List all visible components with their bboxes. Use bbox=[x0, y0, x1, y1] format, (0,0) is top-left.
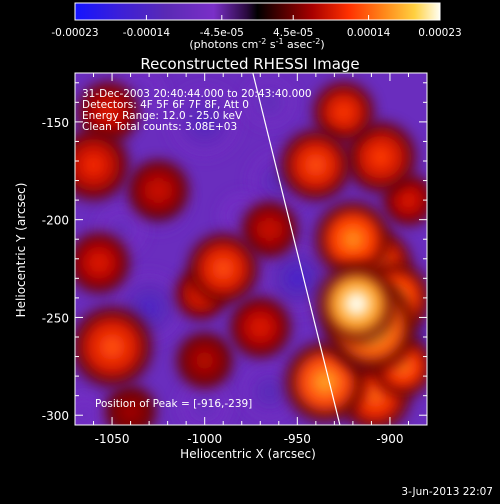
intensity-blob bbox=[239, 361, 300, 422]
footer-timestamp: 3-Jun-2013 22:07 bbox=[401, 486, 493, 498]
info-line-counts: Clean Total counts: 3.08E+03 bbox=[82, 121, 237, 133]
y-tick-label: -300 bbox=[42, 409, 69, 423]
blob-core bbox=[211, 256, 235, 281]
blob-core bbox=[261, 93, 278, 111]
colorbar-tick-label: -4.5e-05 bbox=[200, 27, 244, 39]
intensity-blob bbox=[105, 386, 156, 425]
info-line-time: 31-Dec-2003 20:40:44.000 to 20:43:40.000 bbox=[82, 88, 312, 100]
x-axis-label: Heliocentric X (arcsec) bbox=[180, 447, 316, 461]
colorbar-tick-label: 0.00014 bbox=[347, 27, 391, 39]
intensity-blob bbox=[262, 243, 333, 314]
intensity-blob bbox=[177, 377, 233, 425]
blob-core bbox=[400, 191, 417, 209]
x-tick-label: -950 bbox=[284, 432, 311, 446]
blob-core bbox=[285, 266, 309, 291]
blob-core bbox=[89, 252, 110, 273]
blob-core bbox=[250, 317, 271, 338]
blob-core bbox=[75, 406, 93, 424]
peak-position-text: Position of Peak = [-916,-239] bbox=[95, 398, 252, 410]
intensity-blob bbox=[177, 332, 233, 388]
blob-core bbox=[369, 145, 393, 169]
colorbar-ticks: -0.00023 -0.00014 -4.5e-05 4.5e-05 0.00014 0.… bbox=[51, 15, 462, 39]
colorbar-tick-label: -0.00014 bbox=[123, 27, 171, 39]
intensity-blob bbox=[280, 129, 351, 200]
y-tick-label: -250 bbox=[42, 311, 69, 325]
solar-limb-line bbox=[252, 73, 341, 425]
x-tick-label: -1000 bbox=[187, 432, 222, 446]
intensity-blob bbox=[230, 297, 291, 358]
intensity-blob bbox=[244, 77, 295, 128]
colorbar-tick-label: -0.00023 bbox=[51, 27, 98, 39]
intensity-blob bbox=[128, 160, 189, 221]
blob-core bbox=[195, 396, 214, 415]
blob-core bbox=[112, 221, 130, 238]
y-tick-label: -200 bbox=[42, 214, 69, 228]
colorbar-tick-label: 4.5e-05 bbox=[273, 27, 313, 39]
colorbar-tick-label: 0.00023 bbox=[418, 27, 461, 39]
info-line-detectors: Detectors: 4F 5F 6F 7F 8F, Att 0 bbox=[82, 99, 249, 111]
blob-core bbox=[131, 84, 149, 101]
intensity-blob bbox=[345, 122, 416, 193]
intensity-blob bbox=[75, 390, 110, 425]
blob-core bbox=[193, 110, 217, 134]
blob-core bbox=[148, 180, 169, 201]
blob-core bbox=[98, 102, 119, 123]
blob-core bbox=[98, 333, 126, 361]
blob-core bbox=[260, 220, 279, 239]
info-text: 31-Dec-2003 20:40:44.000 to 20:43:40.000… bbox=[82, 88, 312, 133]
y-axis-ticks: -150 -200 -250 -300 bbox=[42, 82, 427, 423]
intensity-blob bbox=[78, 82, 139, 143]
x-tick-label: -1050 bbox=[95, 432, 130, 446]
blob-core bbox=[81, 153, 106, 177]
x-tick-label: -900 bbox=[376, 432, 403, 446]
blob-core bbox=[137, 295, 161, 320]
blob-core bbox=[311, 368, 339, 396]
blob-core bbox=[304, 153, 328, 177]
blob-core bbox=[122, 402, 139, 420]
blob-core bbox=[195, 351, 214, 370]
intensity-blob bbox=[242, 201, 298, 257]
colorbar-gradient bbox=[74, 2, 441, 21]
blob-core bbox=[343, 290, 370, 318]
intensity-blob bbox=[75, 129, 129, 200]
intensity-blob bbox=[315, 201, 391, 277]
intensity-blob bbox=[316, 263, 397, 344]
colorbar-units: (photons cm-2 s-1 asec-2) bbox=[189, 37, 324, 51]
intensity-blob bbox=[169, 86, 240, 157]
x-axis-ticks: -1050 -1000 -950 -900 bbox=[93, 73, 428, 446]
chart-title: Reconstructed RHESSI Image bbox=[140, 55, 359, 73]
intensity-blob bbox=[75, 232, 130, 293]
blob-core bbox=[340, 226, 366, 252]
y-axis-label: Heliocentric Y (arcsec) bbox=[14, 183, 28, 318]
intensity-blob bbox=[188, 233, 259, 304]
intensity-blob bbox=[75, 306, 153, 387]
intensity-blob bbox=[313, 82, 374, 143]
blob-core bbox=[333, 102, 354, 123]
plot-area: 31-Dec-2003 20:40:44.000 to 20:43:40.000… bbox=[42, 72, 428, 446]
info-line-energy: Energy Range: 12.0 - 25.0 keV bbox=[82, 110, 243, 122]
colorbar: -0.00023 -0.00014 -4.5e-05 4.5e-05 0.00014 0.… bbox=[51, 2, 462, 51]
blob-core bbox=[259, 381, 280, 402]
blob-core bbox=[363, 383, 387, 408]
y-tick-label: -150 bbox=[42, 116, 69, 130]
plot-frame bbox=[74, 72, 428, 426]
intensity-map bbox=[75, 73, 427, 425]
